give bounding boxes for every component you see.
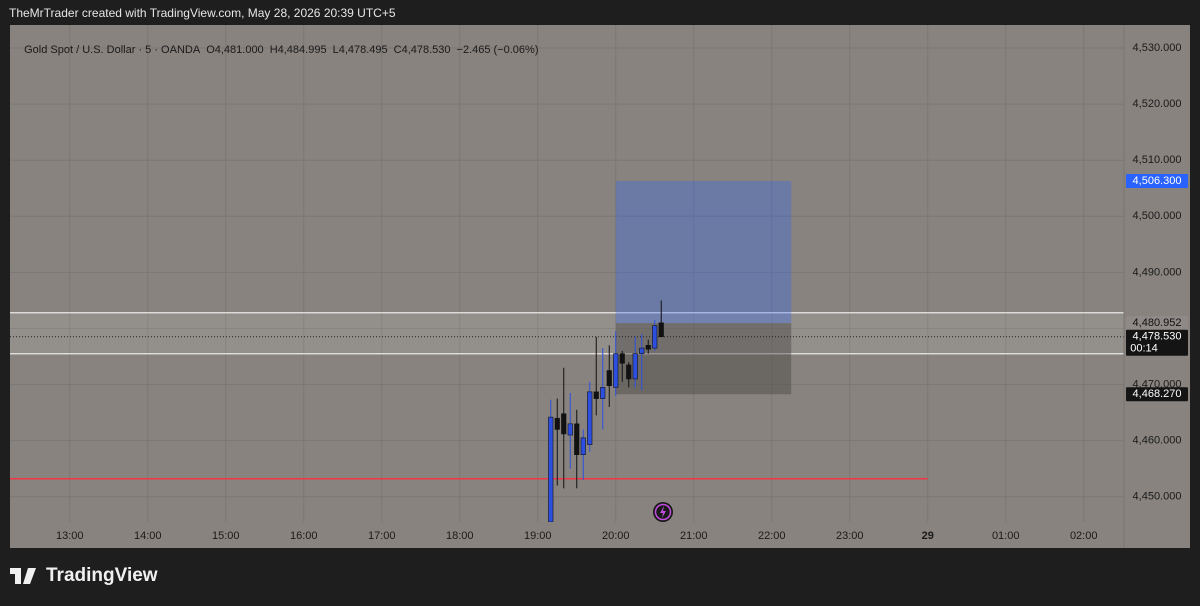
- watermark: TheMrTrader created with TradingView.com…: [9, 6, 396, 20]
- candle-body: [658, 322, 664, 338]
- plot: [10, 180, 1124, 522]
- price-label: 4,506.300: [1133, 175, 1182, 187]
- event-icon-bolt: [660, 506, 666, 518]
- y-tick-label: 4,520.000: [1133, 98, 1182, 110]
- x-tick-label: 01:00: [992, 530, 1020, 542]
- y-tick-label: 4,490.000: [1133, 266, 1182, 278]
- candle-body: [593, 391, 599, 399]
- legend-value: −2.465 (−0.06%): [456, 44, 539, 56]
- x-tick-label: 14:00: [134, 530, 162, 542]
- x-tick-label: 02:00: [1070, 530, 1098, 542]
- price-label: 4,480.952: [1133, 317, 1182, 329]
- candle-body: [548, 416, 554, 522]
- candle-body: [554, 417, 560, 430]
- x-tick-label: 20:00: [602, 530, 630, 542]
- x-tick-label: 21:00: [680, 530, 708, 542]
- y-tick-label: 4,500.000: [1133, 210, 1182, 222]
- grid: [10, 25, 1124, 522]
- footer-logo: TradingView: [10, 565, 158, 587]
- price-label-box: [1126, 173, 1188, 188]
- event-icon-ring: [654, 503, 672, 521]
- logo-mark: [10, 568, 36, 584]
- candle-body: [619, 353, 625, 364]
- candle-body: [587, 391, 593, 445]
- x-tick-label: 22:00: [758, 530, 786, 542]
- logo-text: TradingView: [46, 565, 158, 586]
- x-tick-label: 19:00: [524, 530, 552, 542]
- legend: Gold Spot / U.S. Dollar · 5 · OANDA O4,48…: [18, 32, 550, 56]
- y-tick-label: 4,510.000: [1133, 154, 1182, 166]
- candle-body: [632, 353, 638, 380]
- y-tick-label: 4,530.000: [1133, 42, 1182, 54]
- candle-body: [652, 325, 658, 349]
- chart-panel: [10, 25, 1190, 548]
- x-tick-label: 18:00: [446, 530, 474, 542]
- legend-symbol: Gold Spot / U.S. Dollar · 5 · OANDA: [24, 44, 201, 56]
- candle-body: [574, 423, 580, 455]
- candle-body: [600, 387, 606, 399]
- y-tick-label: 4,450.000: [1133, 491, 1182, 503]
- price-label-box: [1126, 387, 1188, 402]
- x-tick-label: 29: [922, 530, 934, 542]
- legend-value: C4,478.530: [393, 44, 451, 56]
- candle-body: [613, 353, 619, 388]
- candle-body: [580, 437, 586, 455]
- legend-value: H4,484.995: [269, 44, 327, 56]
- price-label: 4,478.530: [1133, 331, 1182, 343]
- candle-body: [561, 413, 567, 435]
- candle-body: [626, 364, 632, 380]
- x-tick-label: 15:00: [212, 530, 240, 542]
- legend-value: O4,481.000: [206, 44, 264, 56]
- price-label-box: [1126, 316, 1188, 331]
- x-tick-label: 13:00: [56, 530, 84, 542]
- price-label: 4,468.270: [1133, 388, 1182, 400]
- price-label-box: [1126, 329, 1188, 356]
- x-tick-label: 23:00: [836, 530, 864, 542]
- legend-values: O4,481.000 H4,484.995 L4,478.495 C4,478.530…: [206, 44, 544, 56]
- band-fill: [10, 312, 1124, 354]
- x-tick-label: 17:00: [368, 530, 396, 542]
- legend-value: L4,478.495: [332, 44, 388, 56]
- x-tick-label: 16:00: [290, 530, 318, 542]
- axes: 4,450.0004,460.0004,470.0004,480.0004,49…: [56, 42, 1188, 542]
- candle-body: [567, 423, 573, 436]
- y-tick-label: 4,460.000: [1133, 435, 1182, 447]
- candle-body: [606, 370, 612, 386]
- countdown: 00:14: [1130, 343, 1158, 355]
- candle-body: [639, 347, 645, 355]
- position-target-zone: [615, 180, 792, 324]
- candle-body: [645, 345, 651, 350]
- position-stop-zone: [615, 323, 792, 395]
